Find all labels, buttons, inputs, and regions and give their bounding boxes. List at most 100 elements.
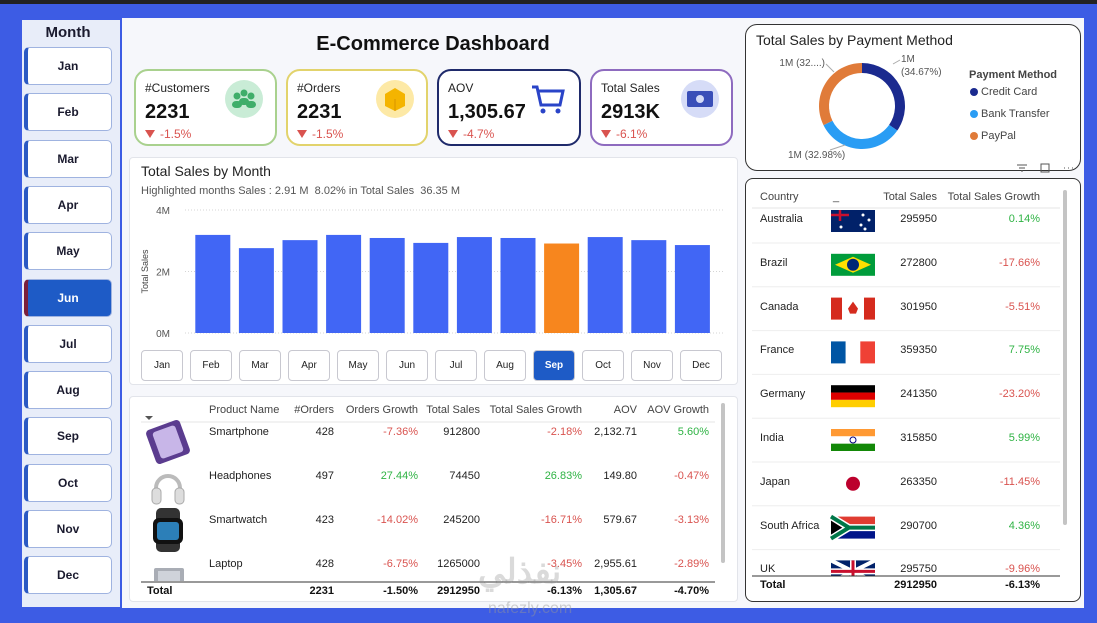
cell: -6.75%: [383, 558, 418, 570]
slicer-button-label[interactable]: Jan: [57, 59, 79, 73]
bar: [456, 237, 492, 333]
slicer-button[interactable]: [24, 324, 112, 363]
month-button[interactable]: [337, 350, 379, 381]
cell: -17.66%: [999, 256, 1040, 269]
kpi-icon: [696, 95, 704, 103]
slicer-button[interactable]: [24, 185, 112, 224]
slicer-button-label[interactable]: Dec: [56, 568, 79, 583]
flag-part: [831, 516, 875, 528]
month-button[interactable]: [582, 350, 624, 381]
flag-part: [831, 429, 875, 437]
cell: 912800: [443, 426, 480, 438]
slicer-button-label[interactable]: Aug: [56, 383, 80, 398]
product-image: [152, 425, 184, 459]
data-label: 1M (34.67%): [901, 54, 942, 78]
product-image: [174, 487, 185, 505]
month-button-label[interactable]: Apr: [301, 360, 317, 371]
cell: 5.60%: [677, 426, 709, 438]
cell: -2.89%: [674, 558, 709, 570]
slicer-button-label[interactable]: Jun: [57, 290, 79, 305]
bar: [544, 243, 580, 333]
cell: 579.67: [603, 514, 637, 526]
month-button[interactable]: [631, 350, 673, 381]
slicer-button[interactable]: [24, 510, 112, 548]
month-button[interactable]: [435, 350, 477, 381]
total-cell: 1,305.67: [594, 585, 637, 597]
month-button-label[interactable]: Jan: [153, 360, 171, 371]
month-button[interactable]: [386, 350, 428, 381]
y-axis-label: Total Sales: [140, 249, 150, 294]
slicer-button[interactable]: [24, 417, 112, 456]
month-button-label[interactable]: Aug: [496, 360, 514, 371]
cell: 4.36%: [1008, 519, 1040, 532]
cell: 245200: [443, 514, 480, 526]
month-button-label[interactable]: Dec: [692, 360, 710, 371]
slicer-button[interactable]: [24, 556, 112, 595]
slicer-button-label[interactable]: Sep: [56, 429, 79, 444]
month-button-label[interactable]: Oct: [595, 360, 611, 371]
total-cell: 2231: [309, 585, 334, 597]
cell: -7.36%: [383, 426, 418, 438]
slicer-button-label[interactable]: Nov: [56, 522, 80, 536]
slicer-button-label[interactable]: Apr: [57, 197, 79, 212]
month-button-label[interactable]: Mar: [251, 360, 269, 371]
month-button-label[interactable]: Jul: [449, 360, 463, 371]
slicer-button[interactable]: [24, 463, 112, 502]
slicer-button[interactable]: [24, 93, 112, 132]
product-table-panel: [129, 396, 738, 602]
country-table-panel: [745, 178, 1081, 602]
cell: -5.51%: [1005, 300, 1040, 313]
month-button[interactable]: [288, 350, 330, 381]
column-header: _: [833, 191, 840, 203]
legend-label: PayPal: [981, 130, 1016, 142]
slicer-button[interactable]: [24, 47, 112, 85]
kpi-icon: [555, 108, 561, 114]
month-button[interactable]: [190, 350, 232, 381]
month-button-label[interactable]: Sep: [544, 360, 564, 371]
scrollbar: [721, 403, 725, 563]
slicer-button-label[interactable]: Jul: [59, 336, 77, 351]
cell: 295750: [900, 563, 937, 576]
slicer-button[interactable]: [24, 232, 112, 271]
kpi-value: 2231: [297, 101, 342, 123]
slicer-button[interactable]: [24, 371, 112, 410]
cell: Brazil: [760, 256, 788, 269]
legend-label: Bank Transfer: [981, 108, 1050, 120]
cell: -23.20%: [999, 388, 1040, 401]
flag-part: [831, 210, 849, 221]
donut-slice: [823, 120, 898, 149]
slicer-button[interactable]: [24, 139, 112, 178]
month-button[interactable]: [141, 350, 183, 381]
flag-part: [831, 443, 875, 451]
bar: [326, 234, 362, 333]
total-cell: -6.13%: [547, 585, 582, 597]
leader-line: [892, 59, 901, 65]
month-button-label[interactable]: Feb: [202, 360, 220, 371]
slicer-button-label[interactable]: Feb: [57, 105, 79, 120]
month-button[interactable]: [239, 350, 281, 381]
month-button-label[interactable]: May: [348, 360, 368, 371]
kpi-label: AOV: [448, 81, 474, 95]
top-strip: [0, 0, 1097, 4]
month-button[interactable]: [484, 350, 526, 381]
kpi-down-arrow: [145, 130, 155, 138]
month-button-label[interactable]: Jun: [398, 360, 416, 371]
slicer-button-label[interactable]: Mar: [57, 151, 79, 166]
total-cell: 2912950: [437, 585, 480, 597]
flag-part: [849, 436, 857, 444]
slicer-button-label[interactable]: Oct: [57, 475, 78, 490]
bar: [500, 237, 536, 333]
month-button[interactable]: [533, 350, 575, 381]
flag-part: [831, 436, 875, 444]
slicer-button-label[interactable]: May: [56, 244, 80, 259]
slicer-button[interactable]: [24, 278, 112, 317]
cell: 423: [315, 514, 334, 526]
sort-icon: [145, 416, 153, 420]
month-button-label[interactable]: Nov: [643, 360, 661, 371]
chart-title: Total Sales by Month: [141, 163, 271, 179]
chart-title: Total Sales by Payment Method: [756, 32, 953, 48]
y-tick-label: 0M: [156, 329, 170, 340]
month-button[interactable]: [680, 350, 722, 381]
